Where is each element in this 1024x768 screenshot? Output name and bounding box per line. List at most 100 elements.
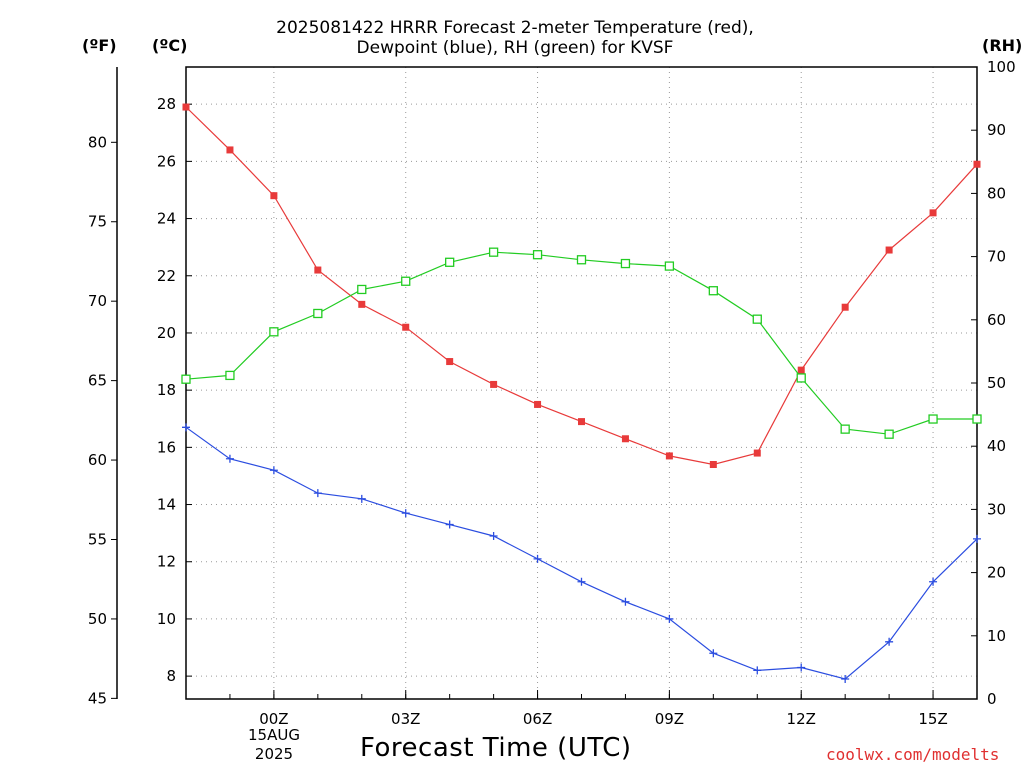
- rh-point: [928, 414, 938, 424]
- temperature-point: [621, 435, 629, 443]
- dewpoint-point: [401, 509, 410, 518]
- x-tick-label: 12Z: [787, 710, 816, 728]
- celsius-tick-label: 8: [166, 667, 176, 685]
- dewpoint-line: [185, 426, 978, 680]
- rh-point: [532, 250, 543, 260]
- temperature-point: [973, 160, 981, 168]
- celsius-tick-label: 22: [157, 267, 176, 285]
- dewpoint-point: [577, 577, 586, 586]
- temperature-point: [490, 380, 498, 388]
- temperature-point: [182, 103, 190, 111]
- fahrenheit-tick-label: 80: [88, 133, 107, 151]
- rh-point: [752, 314, 762, 324]
- rh-point: [181, 374, 191, 384]
- celsius-tick-label: 20: [157, 324, 176, 342]
- celsius-tick-label: 24: [157, 210, 176, 228]
- temperature-point: [270, 192, 278, 200]
- dewpoint-point: [841, 674, 850, 683]
- dewpoint-point: [885, 637, 894, 646]
- celsius-tick-label: 26: [157, 152, 176, 170]
- fahrenheit-tick-label: 60: [88, 451, 107, 469]
- rh-tick-label: 0: [987, 690, 997, 708]
- celsius-tick-label: 16: [157, 438, 176, 456]
- temperature-point: [841, 303, 849, 311]
- fahrenheit-unit-label: (ºF): [82, 36, 117, 55]
- dewpoint-point: [665, 614, 674, 623]
- dewpoint-point: [357, 494, 366, 503]
- temperature-line: [185, 106, 978, 466]
- celsius-tick-label: 14: [157, 496, 176, 514]
- celsius-tick-label: 10: [157, 610, 176, 628]
- temperature-point: [402, 323, 410, 331]
- rh-point: [664, 261, 675, 271]
- dewpoint-point: [973, 534, 981, 543]
- rh-point: [620, 258, 631, 269]
- x-tick-label: 00Z: [259, 710, 288, 728]
- rh-point: [884, 429, 894, 439]
- dewpoint-point: [269, 466, 278, 475]
- dewpoint-point: [313, 489, 322, 498]
- celsius-tick-label: 28: [157, 95, 176, 113]
- temperature-point: [709, 461, 717, 469]
- temperature-point: [665, 452, 673, 460]
- rh-tick-label: 60: [987, 311, 1006, 329]
- x-tick-label: 03Z: [391, 710, 420, 728]
- x-tick-label: 15Z: [918, 710, 947, 728]
- fahrenheit-tick-label: 65: [88, 372, 107, 390]
- rh-tick-label: 100: [987, 58, 1016, 76]
- chart-title-line-1: 2025081422 HRRR Forecast 2-meter Tempera…: [276, 18, 754, 38]
- date-label-year: 2025: [254, 745, 294, 763]
- rh-line: [185, 251, 977, 435]
- temperature-point: [358, 300, 366, 308]
- rh-tick-label: 70: [987, 248, 1006, 266]
- dewpoint-point: [709, 649, 718, 658]
- fahrenheit-tick-label: 50: [88, 610, 107, 628]
- rh-point: [488, 247, 499, 257]
- x-tick-label: 09Z: [655, 710, 684, 728]
- fahrenheit-tick-label: 45: [88, 689, 107, 707]
- celsius-tick-label: 18: [157, 381, 176, 399]
- fahrenheit-tick-label: 70: [88, 292, 107, 310]
- rh-point: [269, 327, 279, 337]
- rh-point: [796, 373, 806, 383]
- dewpoint-point: [489, 531, 498, 540]
- temperature-point: [314, 266, 322, 274]
- dewpoint-point: [621, 597, 630, 606]
- rh-tick-label: 90: [987, 121, 1006, 139]
- x-axis-label: Forecast Time (UTC): [360, 733, 632, 763]
- rh-tick-label: 50: [987, 374, 1006, 392]
- rh-point: [357, 284, 367, 295]
- temperature-point: [226, 146, 234, 154]
- celsius-unit-label: (ºC): [152, 36, 188, 55]
- date-label-day: 15AUG: [248, 726, 300, 744]
- rh-point: [972, 414, 982, 424]
- rh-point: [445, 257, 455, 267]
- dewpoint-point: [182, 423, 190, 432]
- rh-point: [225, 370, 235, 381]
- dewpoint-point: [753, 666, 762, 675]
- rh-point: [708, 286, 718, 296]
- rh-tick-label: 40: [987, 437, 1006, 455]
- rh-tick-label: 30: [987, 500, 1006, 518]
- x-tick-label: 06Z: [523, 710, 552, 728]
- rh-unit-label: (RH): [982, 36, 1023, 55]
- rh-point: [401, 276, 411, 286]
- temperature-point: [885, 246, 893, 254]
- rh-tick-label: 10: [987, 627, 1006, 645]
- fahrenheit-tick-label: 55: [88, 530, 107, 548]
- rh-point: [840, 424, 850, 434]
- celsius-tick-label: 12: [157, 553, 176, 571]
- fahrenheit-tick-label: 75: [88, 213, 107, 231]
- dewpoint-point: [533, 554, 542, 563]
- temperature-point: [446, 358, 454, 366]
- temperature-point: [753, 449, 761, 457]
- site-credit: coolwx.com/modelts: [826, 745, 1000, 764]
- temperature-point: [534, 400, 542, 408]
- dewpoint-point: [929, 577, 938, 586]
- dewpoint-point: [797, 663, 806, 672]
- rh-point: [313, 308, 323, 319]
- rh-tick-label: 80: [987, 184, 1006, 202]
- temperature-point: [929, 209, 937, 217]
- rh-point: [576, 255, 587, 265]
